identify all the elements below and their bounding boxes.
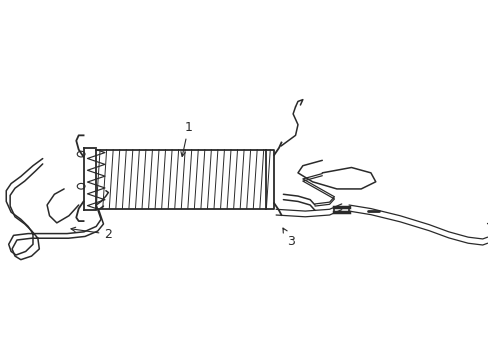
Text: 2: 2 [71, 227, 112, 241]
Text: 3: 3 [283, 228, 294, 248]
Text: 1: 1 [181, 121, 192, 157]
